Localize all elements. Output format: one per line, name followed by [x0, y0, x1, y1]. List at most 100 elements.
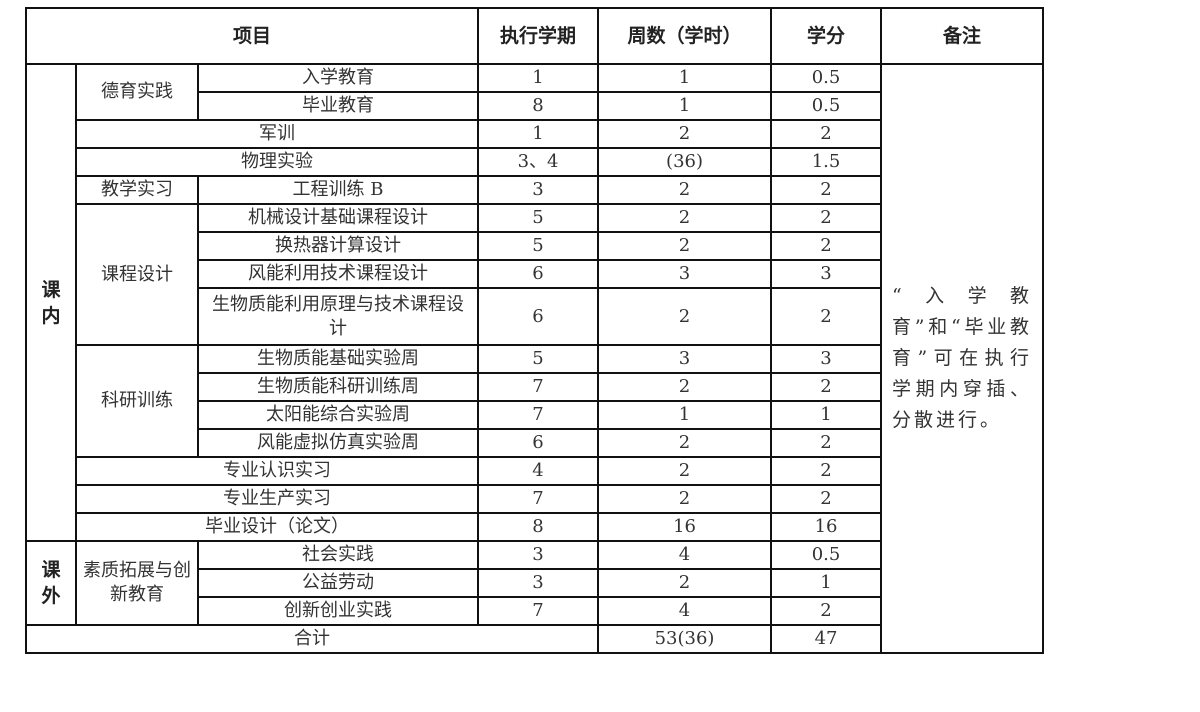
item: 创新创业实践 — [196, 596, 480, 626]
table-row: 物理实验 3、4 (36) 1.5 — [26, 147, 1043, 177]
table-row: 生物质能科研训练周 7 2 2 — [26, 372, 1043, 402]
semester: 7 — [477, 596, 600, 626]
credits: 1 — [770, 568, 883, 598]
item: 专业生产实习 — [74, 484, 480, 514]
table-row: 创新创业实践 7 4 2 — [26, 596, 1043, 626]
table-row: 专业认识实习 4 2 2 — [26, 456, 1043, 486]
credits: 2 — [770, 231, 883, 261]
item: 换热器计算设计 — [196, 231, 480, 261]
table-row: 毕业设计（论文） 8 16 16 — [26, 512, 1043, 542]
item: 入学教育 — [196, 63, 480, 93]
table-row: 风能虚拟仿真实验周 6 2 2 — [26, 428, 1043, 458]
table-row: 军训 1 2 2 — [26, 119, 1043, 149]
header-credits: 学分 — [770, 7, 883, 65]
table-row: 教学实习 工程训练 B 3 2 2 — [26, 175, 1043, 205]
item: 毕业教育 — [196, 91, 480, 121]
item: 生物质能基础实验周 — [196, 344, 480, 374]
item: 毕业设计（论文） — [74, 512, 480, 542]
semester: 5 — [477, 344, 600, 374]
semester: 3 — [477, 540, 600, 570]
table-row: 生物质能利用原理与技术课程设计 6 2 2 — [26, 287, 1043, 346]
weeks: 16 — [597, 512, 773, 542]
group-moral: 德育实践 — [75, 63, 199, 121]
credits: 16 — [770, 512, 883, 542]
weeks: 1 — [597, 400, 773, 430]
group-course-design: 课程设计 — [75, 203, 199, 346]
semester: 3、4 — [477, 147, 600, 177]
section-char: 内 — [41, 304, 61, 327]
item: 军训 — [74, 119, 480, 149]
semester: 3 — [477, 568, 600, 598]
semester: 6 — [477, 259, 600, 289]
weeks: 1 — [597, 91, 773, 121]
weeks: 2 — [597, 568, 773, 598]
credits: 3 — [770, 259, 883, 289]
item: 专业认识实习 — [74, 456, 480, 486]
table-row: 科研训练 生物质能基础实验周 5 3 3 — [26, 344, 1043, 458]
total-credits: 47 — [770, 624, 883, 654]
weeks: 2 — [597, 231, 773, 261]
table-row: 公益劳动 3 2 1 — [26, 568, 1043, 598]
weeks: (36) — [597, 147, 773, 177]
weeks: 2 — [597, 119, 773, 149]
credits: 0.5 — [770, 540, 883, 570]
weeks: 3 — [597, 344, 773, 374]
semester: 7 — [477, 372, 600, 402]
header-item: 项目 — [24, 7, 480, 65]
weeks: 2 — [597, 175, 773, 205]
item: 社会实践 — [196, 540, 480, 570]
credits: 2 — [770, 287, 883, 346]
header-weeks: 周数（学时） — [597, 7, 773, 65]
group-quality: 素质拓展与创新教育 — [75, 540, 199, 626]
credits: 2 — [770, 372, 883, 402]
credits: 1 — [770, 400, 883, 430]
credits: 2 — [770, 596, 883, 626]
semester: 8 — [477, 91, 600, 121]
header-remarks: 备注 — [880, 7, 1045, 65]
semester: 5 — [477, 231, 600, 261]
table-row: 专业生产实习 7 2 2 — [26, 484, 1043, 514]
table-row: 课外 素质拓展与创新教育 社会实践 3 4 0.5 — [25, 540, 1043, 626]
section-in-class: 课内 — [25, 63, 77, 542]
total-row: 合计 53(36) 47 — [24, 624, 1043, 654]
credits: 2 — [770, 484, 883, 514]
remark-cell: “入学教育”和“毕业教育”可在执行学期内穿插、分散进行。 — [880, 63, 1045, 654]
weeks: 2 — [597, 456, 773, 486]
semester: 1 — [477, 63, 600, 93]
weeks: 2 — [597, 484, 773, 514]
item: 生物质能科研训练周 — [196, 372, 480, 402]
item: 风能虚拟仿真实验周 — [196, 428, 480, 458]
table-row: 课程设计 机械设计基础课程设计 5 2 2 — [26, 203, 1043, 346]
semester: 3 — [477, 175, 600, 205]
weeks: 4 — [597, 540, 773, 570]
weeks: 2 — [597, 287, 773, 346]
item: 生物质能利用原理与技术课程设计 — [196, 287, 480, 346]
weeks: 4 — [597, 596, 773, 626]
semester: 6 — [477, 287, 600, 346]
item: 公益劳动 — [196, 568, 480, 598]
table-row: 课内 德育实践 入学教育 1 1 0.5 “入学教育”和“毕业教育”可在执行学期… — [25, 63, 1045, 654]
group-research: 科研训练 — [75, 344, 199, 458]
credits: 3 — [770, 344, 883, 374]
semester: 4 — [477, 456, 600, 486]
section-char: 课 — [41, 278, 61, 301]
semester: 7 — [477, 400, 600, 430]
credits: 0.5 — [770, 91, 883, 121]
group-teaching: 教学实习 — [75, 175, 199, 205]
credits: 2 — [770, 456, 883, 486]
item: 机械设计基础课程设计 — [196, 203, 480, 233]
item: 工程训练 B — [196, 175, 480, 205]
semester: 6 — [477, 428, 600, 458]
table-row: 风能利用技术课程设计 6 3 3 — [26, 259, 1043, 289]
total-label: 合计 — [24, 624, 600, 654]
table-row: 换热器计算设计 5 2 2 — [26, 231, 1043, 261]
semester: 1 — [477, 119, 600, 149]
semester: 8 — [477, 512, 600, 542]
credits: 2 — [770, 119, 883, 149]
header-semester: 执行学期 — [477, 7, 600, 65]
table-row: 太阳能综合实验周 7 1 1 — [26, 400, 1043, 430]
credits: 1.5 — [770, 147, 883, 177]
item: 物理实验 — [74, 147, 480, 177]
weeks: 2 — [597, 203, 773, 233]
total-weeks: 53(36) — [597, 624, 773, 654]
